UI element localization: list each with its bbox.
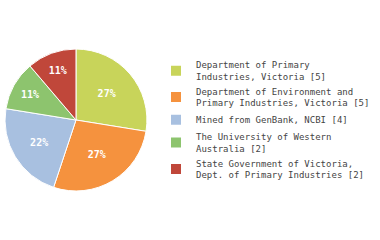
svg-text:11%: 11%: [21, 89, 39, 100]
svg-text:Department of PrimaryIndustrie: Department of PrimaryIndustries, Victori…: [196, 60, 326, 82]
svg-text:The University of WesternAustr: The University of WesternAustralia [2]: [196, 132, 331, 154]
svg-text:State Government of Victoria,D: State Government of Victoria,Dept. of Pr…: [196, 159, 364, 181]
svg-text:11%: 11%: [49, 65, 67, 76]
svg-text:27%: 27%: [98, 88, 116, 99]
svg-text:Mined from GenBank, NCBI [4]: Mined from GenBank, NCBI [4]: [196, 115, 348, 125]
svg-text:22%: 22%: [30, 137, 48, 148]
svg-text:27%: 27%: [88, 149, 106, 160]
svg-text:Department of Environment andP: Department of Environment andPrimary Ind…: [196, 87, 369, 109]
